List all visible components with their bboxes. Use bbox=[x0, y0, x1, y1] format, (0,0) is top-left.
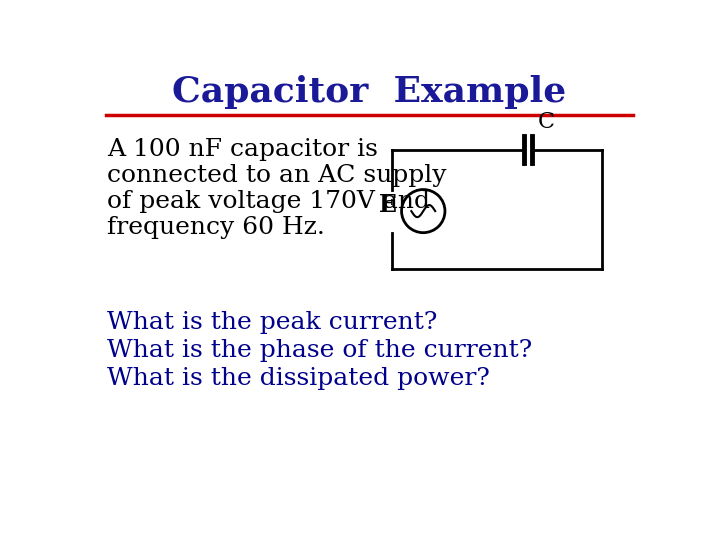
Text: E: E bbox=[379, 193, 397, 218]
Text: What is the dissipated power?: What is the dissipated power? bbox=[107, 367, 490, 390]
Text: A 100 nF capacitor is: A 100 nF capacitor is bbox=[107, 138, 378, 161]
Text: frequency 60 Hz.: frequency 60 Hz. bbox=[107, 217, 325, 240]
Text: What is the phase of the current?: What is the phase of the current? bbox=[107, 339, 532, 362]
Text: Capacitor  Example: Capacitor Example bbox=[172, 75, 566, 109]
Text: connected to an AC supply: connected to an AC supply bbox=[107, 164, 446, 187]
Text: C: C bbox=[538, 111, 555, 133]
Text: of peak voltage 170V and: of peak voltage 170V and bbox=[107, 190, 430, 213]
Text: What is the peak current?: What is the peak current? bbox=[107, 311, 438, 334]
